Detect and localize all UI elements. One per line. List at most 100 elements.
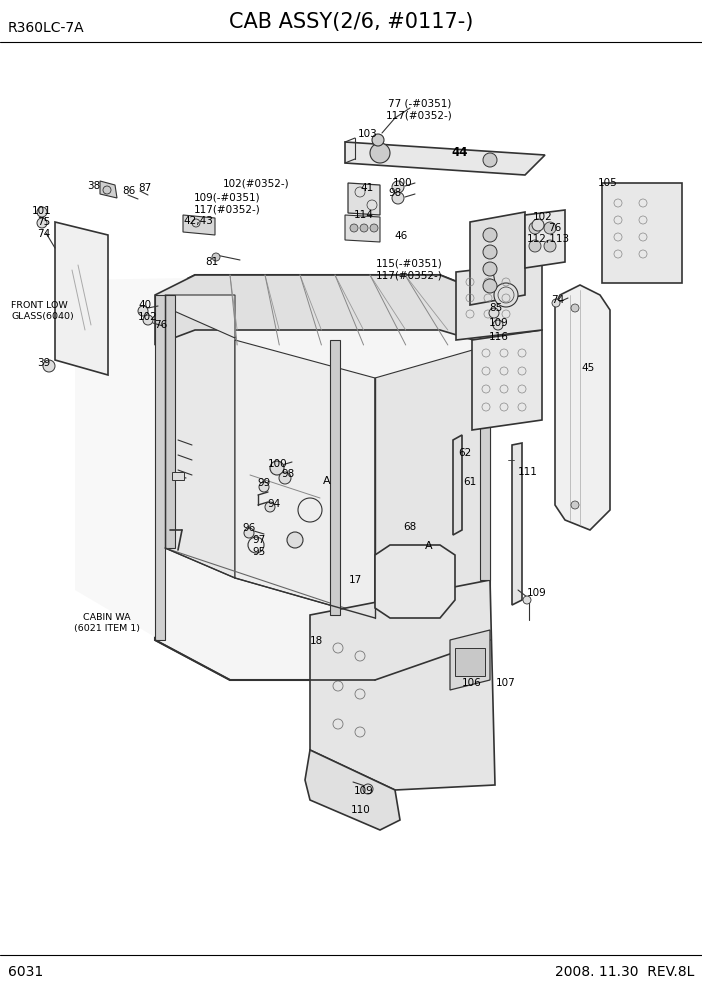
Text: 6031: 6031 <box>8 965 44 979</box>
Circle shape <box>552 299 560 307</box>
Bar <box>455 648 485 676</box>
Polygon shape <box>310 580 495 790</box>
Text: 117(#0352-): 117(#0352-) <box>386 110 453 120</box>
Text: 99: 99 <box>257 478 270 488</box>
Circle shape <box>571 501 579 509</box>
Text: 77 (-#0351): 77 (-#0351) <box>388 98 451 108</box>
Circle shape <box>259 482 269 492</box>
Text: 107: 107 <box>496 678 516 688</box>
Circle shape <box>270 461 284 475</box>
Polygon shape <box>525 210 565 268</box>
Polygon shape <box>555 285 610 530</box>
Circle shape <box>143 315 153 325</box>
Text: 85: 85 <box>489 303 502 313</box>
Text: 95: 95 <box>252 547 265 557</box>
Circle shape <box>532 219 544 231</box>
Circle shape <box>483 245 497 259</box>
Text: 2008. 11.30  REV.8L: 2008. 11.30 REV.8L <box>555 965 694 979</box>
Text: 110: 110 <box>351 805 371 815</box>
Polygon shape <box>602 183 682 283</box>
Polygon shape <box>472 330 542 430</box>
Polygon shape <box>165 295 235 338</box>
Circle shape <box>37 218 47 228</box>
Text: 98: 98 <box>281 469 294 479</box>
Text: 111: 111 <box>518 467 538 477</box>
Text: 109: 109 <box>527 588 547 598</box>
Text: A: A <box>323 476 331 486</box>
Bar <box>172 472 184 480</box>
Text: 17: 17 <box>349 575 362 585</box>
Polygon shape <box>345 142 545 175</box>
Text: 75: 75 <box>37 217 51 227</box>
Text: 68: 68 <box>403 522 416 532</box>
Text: 87: 87 <box>138 183 151 193</box>
Circle shape <box>392 181 404 193</box>
Circle shape <box>529 222 541 234</box>
Text: 41: 41 <box>360 183 373 193</box>
Text: GLASS(6040): GLASS(6040) <box>11 311 74 320</box>
Text: 112,113: 112,113 <box>527 234 570 244</box>
Circle shape <box>489 308 499 318</box>
Circle shape <box>244 528 254 538</box>
Text: 100: 100 <box>393 178 413 188</box>
Circle shape <box>265 502 275 512</box>
Text: CAB ASSY(2/6, #0117-): CAB ASSY(2/6, #0117-) <box>229 12 473 32</box>
Polygon shape <box>183 215 215 235</box>
Polygon shape <box>375 345 490 618</box>
Circle shape <box>279 472 291 484</box>
Text: 109: 109 <box>489 318 509 328</box>
Text: 102: 102 <box>533 212 552 222</box>
Circle shape <box>103 186 111 194</box>
Polygon shape <box>375 545 455 618</box>
Text: 38: 38 <box>87 181 100 191</box>
Polygon shape <box>155 275 490 345</box>
Polygon shape <box>330 340 340 615</box>
Circle shape <box>43 360 55 372</box>
Text: 103: 103 <box>358 129 378 139</box>
Polygon shape <box>480 295 490 580</box>
Text: 116: 116 <box>489 332 509 342</box>
Circle shape <box>360 224 368 232</box>
Text: 115(-#0351): 115(-#0351) <box>376 258 443 268</box>
Circle shape <box>544 222 556 234</box>
Text: 105: 105 <box>598 178 618 188</box>
Polygon shape <box>235 340 375 618</box>
Text: 46: 46 <box>394 231 407 241</box>
Text: 62: 62 <box>458 448 471 458</box>
Polygon shape <box>348 183 380 215</box>
Text: 96: 96 <box>242 523 256 533</box>
Text: 45: 45 <box>581 363 595 373</box>
Polygon shape <box>453 435 462 535</box>
Circle shape <box>350 224 358 232</box>
Circle shape <box>212 253 220 261</box>
Text: 86: 86 <box>122 186 135 196</box>
Text: 117(#0352-): 117(#0352-) <box>376 270 443 280</box>
Circle shape <box>494 283 518 307</box>
Text: 81: 81 <box>205 257 218 267</box>
Text: 42,43: 42,43 <box>183 216 213 226</box>
Text: 61: 61 <box>463 477 476 487</box>
Text: 39: 39 <box>37 358 51 368</box>
Circle shape <box>483 228 497 242</box>
Text: (6021 ITEM 1): (6021 ITEM 1) <box>74 625 140 634</box>
Circle shape <box>370 143 390 163</box>
Text: 74: 74 <box>551 295 564 305</box>
Text: 97: 97 <box>252 535 265 545</box>
Text: 100: 100 <box>268 459 288 469</box>
Circle shape <box>483 279 497 293</box>
Circle shape <box>483 153 497 167</box>
Text: 102: 102 <box>138 312 158 322</box>
Text: 74: 74 <box>37 229 51 239</box>
Circle shape <box>370 224 378 232</box>
Circle shape <box>493 320 503 330</box>
Circle shape <box>483 262 497 276</box>
Text: 109(-#0351): 109(-#0351) <box>194 192 260 202</box>
Text: 102(#0352-): 102(#0352-) <box>223 178 290 188</box>
Circle shape <box>363 784 373 794</box>
Polygon shape <box>100 181 117 198</box>
Polygon shape <box>470 212 525 305</box>
Circle shape <box>523 596 531 604</box>
Circle shape <box>372 134 384 146</box>
Text: 106: 106 <box>462 678 482 688</box>
Circle shape <box>392 192 404 204</box>
